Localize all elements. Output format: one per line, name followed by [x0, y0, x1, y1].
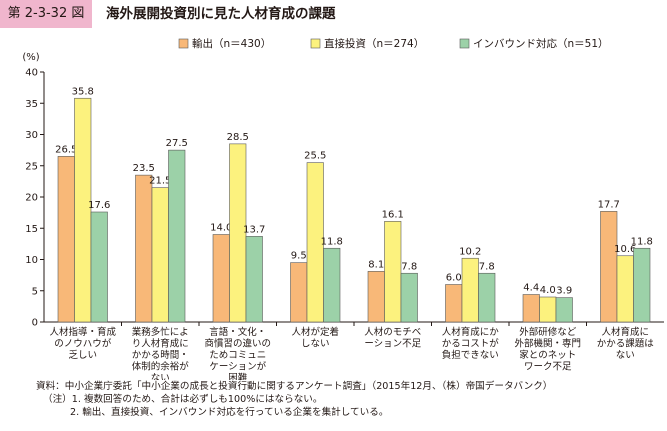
- bar-direct-investment: [539, 296, 557, 323]
- legend-label-direct-investment: 直接投資（n＝274）: [324, 37, 424, 50]
- bar-export: [522, 294, 540, 323]
- category-label: 人材指導・育成: [49, 326, 116, 338]
- category-label: 人材育成にか: [442, 326, 500, 338]
- bar-inbound: [555, 297, 573, 323]
- data-label-export: 4.4: [523, 283, 539, 294]
- category-label: ない: [616, 350, 635, 361]
- bar-inbound: [245, 236, 263, 323]
- category-label: ワーク不足: [524, 362, 572, 373]
- bar-inbound: [90, 211, 108, 323]
- note-1: （注）1. 複数回答のため、合計は必ずしも100%にはならない。: [43, 394, 323, 405]
- data-label-export: 14.0: [210, 223, 232, 234]
- notes-block: 資料：中小企業庁委託「中小企業の成長と投資行動に関するアンケート調査」（2015…: [36, 380, 661, 419]
- category-label: ーション不足: [364, 339, 421, 350]
- bar-export: [367, 271, 385, 323]
- data-label-inbound: 27.5: [166, 138, 188, 149]
- category-label: 負担できない: [442, 349, 499, 361]
- data-label-direct-investment: 28.5: [227, 132, 249, 143]
- category-label: 業務多忙によ: [132, 326, 189, 338]
- category-label: かるコストが: [442, 338, 500, 350]
- figure-title: 海外展開投資別に見た人材育成の課題: [106, 6, 336, 22]
- bar-export: [290, 262, 308, 323]
- data-label-export: 8.1: [368, 259, 384, 270]
- bar-chart: (%) 0 5 10 15 20 25 30 35 40 26.5 35.8 17.6 人材指導・育成のノ…: [22, 37, 664, 380]
- y-tick-label: 0: [32, 318, 38, 329]
- y-tick-label: 25: [25, 161, 38, 172]
- category-label: かかる時間・: [132, 350, 189, 361]
- figure-number-badge: 第 2-3-32 図: [0, 0, 92, 28]
- y-tick-label: 15: [25, 224, 38, 235]
- data-label-direct-investment: 16.1: [382, 209, 404, 220]
- y-axis-unit: (%): [22, 52, 39, 63]
- note-2: 2. 輸出、直接投資、インバウンド対応を行っている企業を集計している。: [70, 407, 389, 418]
- y-tick-label: 30: [25, 130, 38, 141]
- bar-direct-investment: [74, 97, 92, 323]
- category-label: 外部機関・専門: [514, 338, 581, 350]
- data-label-export: 17.7: [598, 199, 620, 210]
- y-tick-label: 35: [25, 99, 38, 110]
- category-label: 人材のモチベ: [364, 326, 421, 338]
- bar-inbound: [478, 272, 496, 323]
- data-label-inbound: 13.7: [243, 224, 265, 235]
- legend-label-inbound: インバウンド対応（n＝51）: [473, 37, 609, 50]
- category-label: のノウハウが: [54, 338, 112, 350]
- data-label-inbound: 17.6: [88, 200, 110, 211]
- category-label: ない: [151, 373, 170, 380]
- category-label: しない: [301, 339, 330, 350]
- source-note: 資料：中小企業庁委託「中小企業の成長と投資行動に関するアンケート調査」（2015…: [36, 381, 553, 392]
- legend-swatch-direct-investment: [310, 38, 321, 49]
- category-label: り人材育成に: [132, 338, 189, 350]
- bar-direct-investment: [151, 187, 169, 323]
- bar-export: [135, 174, 153, 323]
- bar-direct-investment: [306, 162, 324, 323]
- category-label: 言語・文化・: [209, 326, 266, 338]
- data-label-inbound: 11.8: [631, 236, 653, 247]
- category-label: 困難: [228, 372, 248, 380]
- category-label: 外部研修など: [519, 326, 577, 338]
- data-label-direct-investment: 10.2: [459, 246, 481, 257]
- bar-inbound: [323, 247, 341, 323]
- y-tick-label: 10: [25, 255, 38, 266]
- data-label-export: 26.5: [55, 144, 77, 155]
- legend-swatch-inbound: [459, 38, 470, 49]
- data-label-direct-investment: 25.5: [304, 151, 326, 162]
- data-label-inbound: 11.8: [321, 236, 343, 247]
- data-label-inbound: 7.8: [479, 261, 495, 272]
- data-label-inbound: 7.8: [401, 261, 417, 272]
- data-label-direct-investment: 10.6: [614, 244, 636, 255]
- category-label: 人材が定着: [291, 326, 339, 338]
- bar-direct-investment: [461, 257, 479, 323]
- category-label: かかる課題は: [597, 338, 655, 350]
- bar-export: [212, 234, 230, 323]
- category-label: 商慣習の違いの: [204, 338, 271, 350]
- bar-direct-investment: [616, 255, 634, 323]
- bar-direct-investment: [229, 143, 247, 323]
- category-label: ケーションが: [209, 361, 266, 373]
- data-label-inbound: 3.9: [556, 286, 572, 297]
- bar-export: [57, 156, 75, 323]
- legend-swatch-export: [178, 38, 189, 49]
- bar-inbound: [400, 272, 418, 323]
- data-label-export: 6.0: [446, 273, 462, 284]
- y-tick-label: 5: [32, 286, 38, 297]
- bar-export: [445, 284, 463, 323]
- data-label-direct-investment: 35.8: [72, 86, 94, 97]
- category-label: 人材育成に: [601, 326, 649, 338]
- bar-direct-investment: [384, 221, 402, 323]
- y-tick-label: 40: [25, 68, 38, 79]
- data-label-direct-investment: 21.5: [149, 176, 171, 187]
- y-tick-label: 20: [25, 193, 38, 204]
- bar-inbound: [633, 247, 651, 323]
- bar-inbound: [168, 149, 186, 323]
- category-label: ためコミュニ: [209, 350, 266, 361]
- bar-export: [600, 211, 618, 323]
- category-label: 家とのネット: [519, 349, 576, 361]
- legend-label-export: 輸出（n＝430）: [192, 37, 271, 50]
- data-label-direct-investment: 4.0: [540, 285, 556, 296]
- data-label-export: 9.5: [291, 251, 307, 262]
- category-label: 乏しい: [68, 350, 97, 361]
- category-label: 体制的余裕が: [132, 361, 190, 373]
- data-label-export: 23.5: [133, 163, 155, 174]
